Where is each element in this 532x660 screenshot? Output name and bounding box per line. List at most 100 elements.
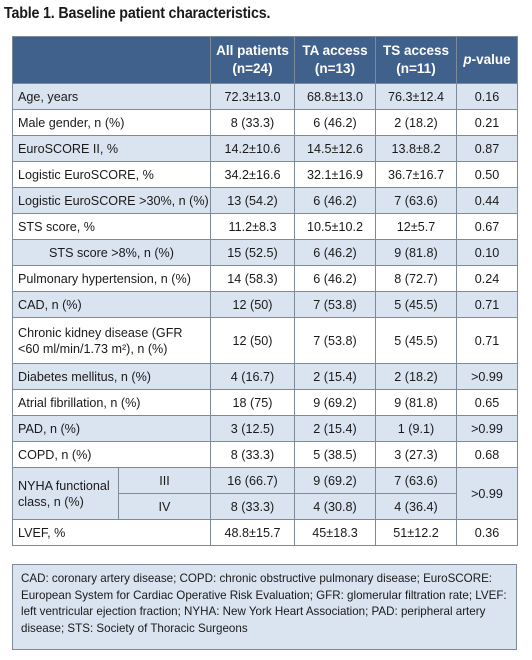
row-label: CAD, n (%) (12, 291, 211, 318)
cell-all: 13 (54.2) (210, 187, 295, 214)
cell-ta: 32.1±16.9 (294, 161, 376, 188)
cell-all: 8 (33.3) (210, 493, 295, 520)
nyha-class-iii: III (118, 467, 211, 494)
cell-ts: 4 (36.4) (375, 493, 457, 520)
table-row: Diabetes mellitus, n (%) 4 (16.7) 2 (15.4)… (12, 363, 518, 390)
nyha-p-value: >0.99 (456, 467, 518, 520)
cell-all: 8 (33.3) (210, 109, 295, 136)
header-ts-access-n: (n=11) (396, 61, 436, 76)
table-row: Chronic kidney disease (GFR <60 ml/min/1… (12, 317, 518, 364)
nyha-class-iv: IV (118, 493, 211, 520)
row-label: STS score, % (12, 213, 211, 240)
cell-ts: 7 (63.6) (375, 467, 457, 494)
cell-p: 0.21 (456, 109, 518, 136)
cell-ts: 9 (81.8) (375, 389, 457, 416)
cell-ta: 45±18.3 (294, 519, 376, 546)
cell-ta: 6 (46.2) (294, 187, 376, 214)
cell-all: 4 (16.7) (210, 363, 295, 390)
cell-ta: 7 (53.8) (294, 317, 376, 364)
header-all-patients-n: (n=24) (232, 61, 273, 76)
cell-ta: 5 (38.5) (294, 441, 376, 468)
cell-ts: 5 (45.5) (375, 317, 457, 364)
row-label: Pulmonary hypertension, n (%) (12, 265, 211, 292)
cell-p: 0.68 (456, 441, 518, 468)
nyha-row-iii: NYHA functional class, n (%) III 16 (66.… (12, 467, 518, 520)
cell-p: >0.99 (456, 415, 518, 442)
row-label: Atrial fibrillation, n (%) (12, 389, 211, 416)
cell-p: >0.99 (456, 363, 518, 390)
cell-ta: 7 (53.8) (294, 291, 376, 318)
row-label: Male gender, n (%) (12, 109, 211, 136)
row-label: Logistic EuroSCORE, % (12, 161, 211, 188)
row-label: Chronic kidney disease (GFR <60 ml/min/1… (12, 317, 211, 364)
header-row: All patients (n=24) TA access (n=13) TS ac… (12, 36, 518, 84)
header-p-italic: p (463, 52, 472, 67)
table-row: Male gender, n (%) 8 (33.3) 6 (46.2) 2 (18.… (12, 109, 518, 136)
header-blank-cell (12, 36, 211, 84)
nyha-label: NYHA functional class, n (%) (12, 467, 119, 520)
cell-all: 14 (58.3) (210, 265, 295, 292)
cell-ts: 2 (18.2) (375, 363, 457, 390)
cell-ta: 14.5±12.6 (294, 135, 376, 162)
table-row: PAD, n (%) 3 (12.5) 2 (15.4) 1 (9.1) >0.99 (12, 415, 518, 442)
table-row: Atrial fibrillation, n (%) 18 (75) 9 (69.2… (12, 389, 518, 416)
table-row: Age, years 72.3±13.0 68.8±13.0 76.3±12.4 0.1… (12, 83, 518, 110)
table-footnote: CAD: coronary artery disease; COPD: chro… (12, 564, 517, 650)
row-label: COPD, n (%) (12, 441, 211, 468)
cell-all: 34.2±16.6 (210, 161, 295, 188)
cell-p: 0.71 (456, 317, 518, 364)
table-row: CAD, n (%) 12 (50) 7 (53.8) 5 (45.5) 0.71 (12, 291, 518, 318)
cell-p: 0.65 (456, 389, 518, 416)
cell-ta: 68.8±13.0 (294, 83, 376, 110)
cell-ts: 7 (63.6) (375, 187, 457, 214)
header-ta-access: TA access (n=13) (294, 36, 376, 84)
row-label: LVEF, % (12, 519, 211, 546)
cell-ts: 1 (9.1) (375, 415, 457, 442)
cell-p: 0.10 (456, 239, 518, 266)
cell-ta: 6 (46.2) (294, 239, 376, 266)
header-p-value: p-value (456, 36, 518, 84)
cell-p: 0.71 (456, 291, 518, 318)
cell-ts: 8 (72.7) (375, 265, 457, 292)
cell-all: 16 (66.7) (210, 467, 295, 494)
table-row: STS score >8%, n (%) 15 (52.5) 6 (46.2) 9 (… (12, 239, 518, 266)
cell-ta: 9 (69.2) (294, 467, 376, 494)
row-label: PAD, n (%) (12, 415, 211, 442)
cell-all: 8 (33.3) (210, 441, 295, 468)
cell-all: 48.8±15.7 (210, 519, 295, 546)
cell-ta: 2 (15.4) (294, 415, 376, 442)
row-label: Age, years (12, 83, 211, 110)
row-label: Diabetes mellitus, n (%) (12, 363, 211, 390)
header-ta-access-label: TA access (302, 43, 368, 58)
header-all-patients: All patients (n=24) (210, 36, 295, 84)
cell-p: 0.36 (456, 519, 518, 546)
cell-p: 0.87 (456, 135, 518, 162)
baseline-characteristics-table: All patients (n=24) TA access (n=13) TS ac… (12, 36, 518, 546)
header-ts-access-label: TS access (382, 43, 450, 58)
cell-all: 3 (12.5) (210, 415, 295, 442)
cell-ta: 6 (46.2) (294, 265, 376, 292)
cell-p: 0.67 (456, 213, 518, 240)
table-row: EuroSCORE II, % 14.2±10.6 14.5±12.6 13.8±8.… (12, 135, 518, 162)
cell-p: 0.44 (456, 187, 518, 214)
table-row: Logistic EuroSCORE, % 34.2±16.6 32.1±16.9 3… (12, 161, 518, 188)
cell-ts: 76.3±12.4 (375, 83, 457, 110)
cell-all: 72.3±13.0 (210, 83, 295, 110)
header-ts-access: TS access (n=11) (375, 36, 457, 84)
row-label: STS score >8%, n (%) (12, 239, 211, 266)
nyha-row-iv: IV 8 (33.3) 4 (30.8) 4 (36.4) (13, 493, 518, 520)
cell-all: 12 (50) (210, 291, 295, 318)
cell-all: 11.2±8.3 (210, 213, 295, 240)
header-p-rest: -value (471, 52, 511, 67)
cell-p: 0.16 (456, 83, 518, 110)
header-all-patients-label: All patients (216, 43, 289, 58)
cell-ta: 6 (46.2) (294, 109, 376, 136)
cell-all: 18 (75) (210, 389, 295, 416)
cell-all: 14.2±10.6 (210, 135, 295, 162)
cell-p: 0.50 (456, 161, 518, 188)
cell-ta: 4 (30.8) (294, 493, 376, 520)
cell-ts: 36.7±16.7 (375, 161, 457, 188)
cell-ts: 9 (81.8) (375, 239, 457, 266)
header-ta-access-n: (n=13) (314, 61, 356, 76)
row-label: Logistic EuroSCORE >30%, n (%) (12, 187, 211, 214)
